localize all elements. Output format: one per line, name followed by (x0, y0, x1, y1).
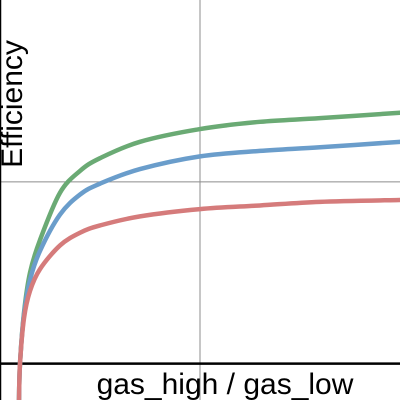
x-axis-label: gas_high / gas_low (97, 368, 354, 400)
series-lines (16, 110, 400, 400)
y-axis-label: Efficiency (0, 40, 29, 168)
series-line-3 (16, 197, 400, 400)
